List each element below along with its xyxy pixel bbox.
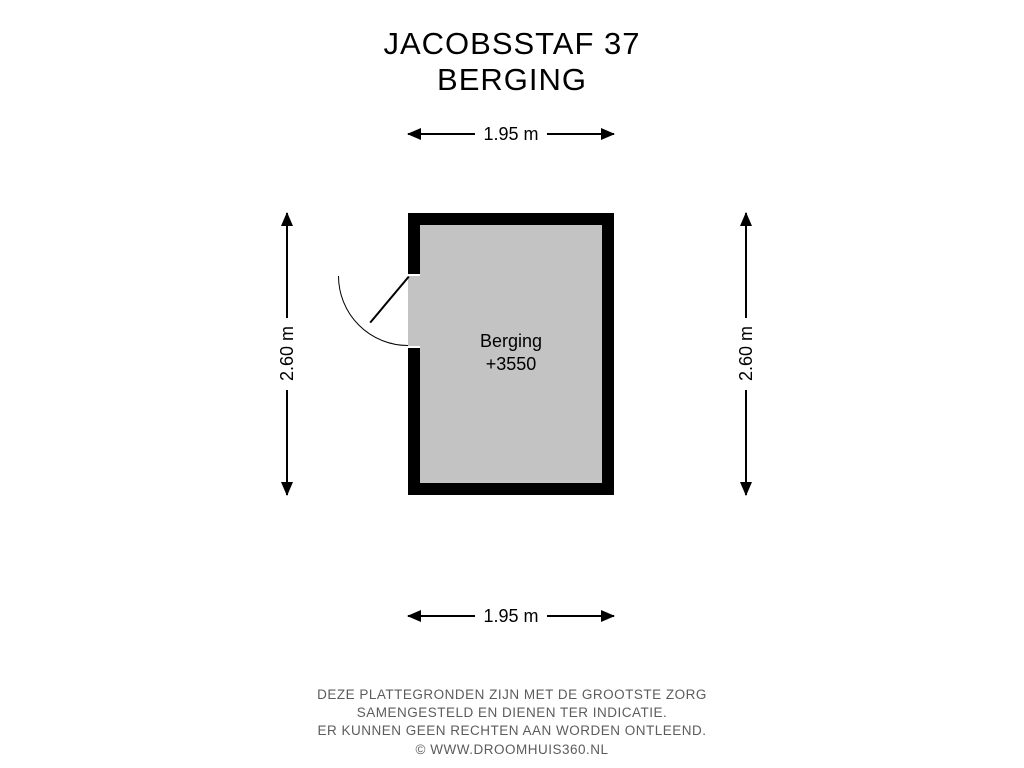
dimension-top-label: 1.95 m: [475, 124, 546, 145]
room-height: +3550: [486, 354, 537, 374]
dimension-right-label: 2.60 m: [736, 318, 757, 389]
dimension-top: 1.95 m: [408, 124, 614, 144]
dimension-arrow-left-icon: [408, 615, 475, 617]
dimension-right: 2.60 m: [736, 213, 756, 495]
title-line-1: JACOBSSTAF 37: [0, 26, 1024, 62]
footer-line-4: © WWW.DROOMHUIS360.NL: [416, 742, 609, 757]
dimension-bottom: 1.95 m: [408, 606, 614, 626]
footer-line-2: SAMENGESTELD EN DIENEN TER INDICATIE.: [357, 705, 668, 720]
dimension-left: 2.60 m: [277, 213, 297, 495]
room-plan: Berging +3550: [408, 213, 614, 495]
footer-line-3: ER KUNNEN GEEN RECHTEN AAN WORDEN ONTLEE…: [317, 723, 706, 738]
dimension-bottom-label: 1.95 m: [475, 606, 546, 627]
floorplan-page: JACOBSSTAF 37 BERGING 1.95 m 1.95 m 2.60…: [0, 0, 1024, 768]
footer-line-1: DEZE PLATTEGRONDEN ZIJN MET DE GROOTSTE …: [317, 687, 707, 702]
room-label: Berging +3550: [408, 330, 614, 375]
room-name: Berging: [480, 331, 542, 351]
dimension-arrow-left-icon: [408, 133, 475, 135]
dimension-arrow-down-icon: [745, 390, 747, 495]
title-line-2: BERGING: [0, 62, 1024, 98]
dimension-left-label: 2.60 m: [277, 318, 298, 389]
dimension-arrow-down-icon: [286, 390, 288, 495]
dimension-arrow-right-icon: [547, 133, 614, 135]
footer-disclaimer: DEZE PLATTEGRONDEN ZIJN MET DE GROOTSTE …: [0, 686, 1024, 759]
dimension-arrow-up-icon: [745, 213, 747, 318]
dimension-arrow-up-icon: [286, 213, 288, 318]
dimension-arrow-right-icon: [547, 615, 614, 617]
